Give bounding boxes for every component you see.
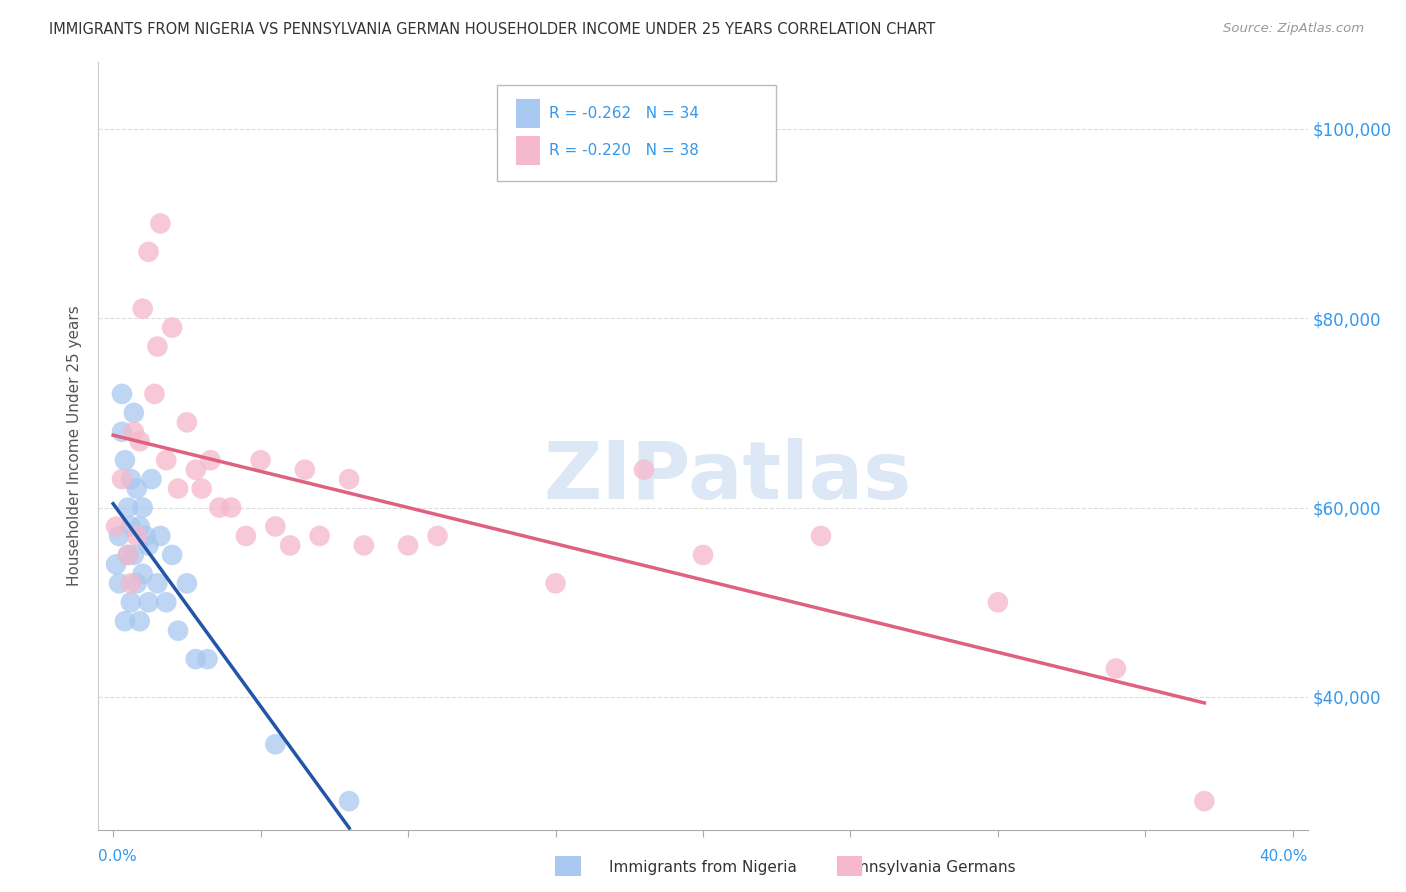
Point — [1105, 662, 1128, 676]
Point — [167, 482, 190, 496]
Point — [122, 548, 145, 562]
Point — [176, 576, 198, 591]
Point — [143, 387, 166, 401]
Point — [108, 529, 131, 543]
Point — [1194, 794, 1216, 808]
Point — [987, 595, 1010, 609]
Point — [117, 500, 139, 515]
Text: R = -0.262   N = 34: R = -0.262 N = 34 — [550, 106, 699, 121]
Point — [308, 529, 330, 543]
Point — [131, 566, 153, 581]
Point — [184, 652, 207, 666]
Point — [117, 548, 139, 562]
Text: 40.0%: 40.0% — [1260, 848, 1308, 863]
Point — [200, 453, 222, 467]
Text: Immigrants from Nigeria: Immigrants from Nigeria — [609, 860, 797, 874]
Point — [396, 538, 419, 552]
FancyBboxPatch shape — [498, 86, 776, 181]
Point — [294, 463, 316, 477]
Point — [125, 529, 148, 543]
Point — [138, 595, 160, 609]
Point — [692, 548, 714, 562]
Point — [633, 463, 655, 477]
Point — [235, 529, 257, 543]
Point — [122, 425, 145, 439]
Point — [155, 595, 177, 609]
Point — [160, 320, 183, 334]
Point — [105, 519, 128, 533]
Point — [141, 472, 163, 486]
Point — [219, 500, 242, 515]
Point — [337, 472, 360, 486]
Point — [131, 500, 153, 515]
Point — [120, 576, 142, 591]
Point — [155, 453, 177, 467]
Point — [337, 794, 360, 808]
Point — [108, 576, 131, 591]
Point — [167, 624, 190, 638]
Point — [176, 415, 198, 429]
Point — [249, 453, 271, 467]
Point — [122, 406, 145, 420]
Point — [146, 340, 169, 354]
Point — [149, 216, 172, 230]
Point — [264, 737, 287, 751]
Point — [146, 576, 169, 591]
Text: IMMIGRANTS FROM NIGERIA VS PENNSYLVANIA GERMAN HOUSEHOLDER INCOME UNDER 25 YEARS: IMMIGRANTS FROM NIGERIA VS PENNSYLVANIA … — [49, 22, 935, 37]
Y-axis label: Householder Income Under 25 years: Householder Income Under 25 years — [66, 306, 82, 586]
Point — [120, 472, 142, 486]
Point — [125, 482, 148, 496]
Point — [197, 652, 219, 666]
Text: 0.0%: 0.0% — [98, 848, 138, 863]
FancyBboxPatch shape — [516, 99, 540, 128]
Point — [120, 519, 142, 533]
Point — [149, 529, 172, 543]
Text: Pennsylvania Germans: Pennsylvania Germans — [841, 860, 1015, 874]
Point — [120, 595, 142, 609]
Point — [128, 434, 150, 449]
Point — [160, 548, 183, 562]
Point — [128, 519, 150, 533]
Point — [135, 529, 157, 543]
Point — [117, 548, 139, 562]
Point — [544, 576, 567, 591]
Point — [138, 244, 160, 259]
Point — [426, 529, 449, 543]
Point — [114, 614, 136, 628]
Point — [278, 538, 301, 552]
Point — [105, 558, 128, 572]
Text: Source: ZipAtlas.com: Source: ZipAtlas.com — [1223, 22, 1364, 36]
Point — [353, 538, 375, 552]
Point — [111, 387, 134, 401]
Point — [810, 529, 832, 543]
Text: ZIPatlas: ZIPatlas — [543, 438, 911, 516]
Point — [125, 576, 148, 591]
Point — [184, 463, 207, 477]
Point — [190, 482, 212, 496]
Point — [131, 301, 153, 316]
Point — [114, 453, 136, 467]
Point — [138, 538, 160, 552]
Text: R = -0.220   N = 38: R = -0.220 N = 38 — [550, 143, 699, 158]
Point — [111, 472, 134, 486]
Point — [208, 500, 231, 515]
Point — [264, 519, 287, 533]
Point — [111, 425, 134, 439]
Point — [128, 614, 150, 628]
FancyBboxPatch shape — [516, 136, 540, 165]
